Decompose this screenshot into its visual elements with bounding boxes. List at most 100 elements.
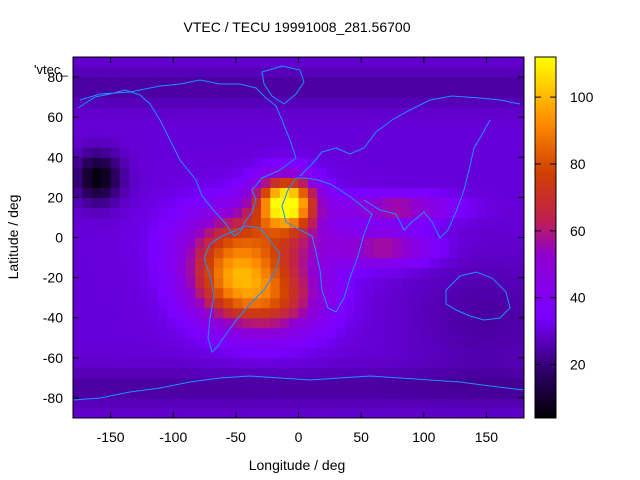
heatmap-cell: [73, 87, 83, 98]
heatmap-cell: [101, 57, 112, 68]
heatmap-cell: [411, 217, 422, 229]
heatmap-cell: [110, 97, 121, 108]
heatmap-cell: [289, 67, 300, 78]
heatmap-cell: [383, 207, 394, 219]
heatmap-cell: [270, 117, 281, 128]
heatmap-cell: [223, 147, 234, 158]
heatmap-cell: [326, 317, 337, 329]
heatmap-cell: [448, 77, 459, 88]
heatmap-cell: [495, 67, 506, 78]
heatmap-cell: [420, 87, 431, 98]
heatmap-cell: [176, 207, 187, 219]
heatmap-cell: [251, 237, 262, 249]
heatmap-cell: [336, 157, 347, 168]
heatmap-cell: [138, 117, 149, 128]
heatmap-cell: [467, 117, 478, 128]
heatmap-cell: [458, 367, 469, 379]
heatmap-cell: [439, 357, 450, 369]
heatmap-cell: [467, 157, 478, 168]
heatmap-cell: [383, 317, 394, 329]
heatmap-cell: [166, 407, 177, 418]
heatmap-cell: [101, 207, 112, 219]
heatmap-cell: [411, 367, 422, 379]
heatmap-cell: [129, 157, 140, 168]
heatmap-cell: [251, 247, 262, 259]
heatmap-cell: [317, 407, 328, 418]
heatmap-cell: [345, 317, 356, 329]
heatmap-cell: [383, 67, 394, 78]
heatmap-cell: [157, 107, 168, 118]
heatmap-cell: [383, 87, 394, 98]
heatmap-cell: [411, 287, 422, 299]
heatmap-cell: [392, 267, 403, 279]
heatmap-cell: [345, 147, 356, 158]
heatmap-cell: [242, 317, 253, 329]
heatmap-cell: [373, 197, 384, 209]
heatmap-cell: [392, 117, 403, 128]
heatmap-cell: [420, 347, 431, 359]
heatmap-cell: [213, 267, 224, 279]
heatmap-cell: [185, 357, 196, 369]
heatmap-cell: [101, 77, 112, 88]
heatmap-cell: [279, 157, 290, 168]
heatmap-cell: [317, 127, 328, 138]
heatmap-cell: [73, 67, 83, 78]
heatmap-cell: [326, 387, 337, 399]
heatmap-cell: [251, 147, 262, 158]
heatmap-cell: [439, 247, 450, 259]
heatmap-cell: [439, 237, 450, 249]
heatmap-cell: [458, 197, 469, 209]
heatmap-cell: [251, 287, 262, 299]
heatmap-cell: [148, 107, 159, 118]
heatmap-cell: [486, 87, 497, 98]
heatmap-cell: [373, 397, 384, 409]
heatmap-cell: [101, 317, 112, 329]
heatmap-cell: [73, 257, 83, 269]
heatmap-cell: [354, 217, 365, 229]
heatmap-cell: [91, 257, 102, 269]
heatmap-cell: [458, 107, 469, 118]
heatmap-cell: [110, 167, 121, 178]
heatmap-cell: [514, 327, 524, 339]
heatmap-cell: [110, 217, 121, 229]
heatmap-cell: [458, 97, 469, 108]
x-tick-label: 50: [353, 429, 369, 445]
heatmap-cell: [82, 397, 93, 409]
heatmap-cell: [73, 147, 83, 158]
heatmap-cell: [213, 407, 224, 418]
heatmap-cell: [505, 67, 516, 78]
heatmap-cell: [336, 77, 347, 88]
heatmap-cell: [345, 117, 356, 128]
heatmap-cell: [260, 87, 271, 98]
heatmap-cell: [401, 187, 412, 198]
heatmap-cell: [467, 127, 478, 138]
heatmap-cell: [166, 257, 177, 269]
heatmap-cell: [148, 167, 159, 178]
heatmap-cell: [223, 67, 234, 78]
heatmap-cell: [420, 107, 431, 118]
heatmap-cell: [129, 367, 140, 379]
heatmap-cell: [166, 287, 177, 299]
heatmap-cell: [204, 217, 215, 229]
heatmap-cell: [166, 77, 177, 88]
heatmap-cell: [260, 397, 271, 409]
heatmap-cell: [317, 337, 328, 349]
heatmap-cell: [354, 57, 365, 68]
heatmap-cell: [486, 377, 497, 389]
heatmap-cell: [176, 117, 187, 128]
heatmap-cell: [495, 277, 506, 289]
heatmap-cell: [157, 147, 168, 158]
heatmap-cell: [223, 157, 234, 168]
heatmap-cell: [514, 287, 524, 299]
heatmap-cell: [204, 327, 215, 339]
heatmap-cell: [448, 87, 459, 98]
heatmap-cell: [166, 347, 177, 359]
heatmap-cell: [439, 137, 450, 148]
heatmap-cell: [185, 287, 196, 299]
heatmap-cell: [401, 77, 412, 88]
heatmap-cell: [101, 297, 112, 309]
heatmap-cell: [148, 57, 159, 68]
heatmap-cell: [383, 387, 394, 399]
heatmap-cell: [82, 387, 93, 399]
